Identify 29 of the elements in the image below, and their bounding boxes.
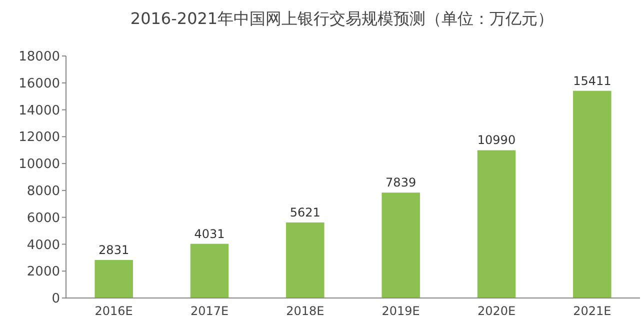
y-tick-label: 14000 [18, 103, 60, 118]
y-tick-label: 16000 [18, 76, 60, 92]
data-label: 10990 [477, 133, 516, 148]
y-tick-label: 0 [52, 292, 60, 307]
data-label: 7839 [386, 176, 416, 190]
x-tick-label: 2021E [573, 304, 612, 318]
x-tick-label: 2017E [190, 304, 229, 318]
y-tick-label: 12000 [18, 130, 60, 146]
bar [382, 192, 420, 298]
y-tick-label: 4000 [26, 238, 60, 253]
data-label: 4031 [194, 226, 225, 241]
y-tick-label: 8000 [26, 184, 60, 199]
x-tick-label: 2018E [286, 304, 324, 318]
y-tick-label: 10000 [18, 157, 60, 172]
data-label: 2831 [98, 242, 130, 257]
y-tick-label: 6000 [26, 210, 60, 226]
x-tick-label: 2019E [382, 304, 420, 318]
data-label: 15411 [573, 74, 612, 88]
x-tick-label: 2020E [477, 304, 516, 318]
data-label: 5621 [290, 205, 320, 220]
y-tick-label: 2000 [26, 264, 60, 280]
x-tick-label: 2016E [94, 304, 133, 318]
bar [477, 150, 516, 298]
y-tick-label: 18000 [18, 50, 60, 65]
bar [94, 260, 133, 298]
bar [573, 90, 612, 298]
bar [190, 244, 229, 298]
chart-title: 2016-2021年中国网上银行交易规模预测（单位：万亿元） [130, 9, 554, 28]
bar [286, 222, 324, 298]
